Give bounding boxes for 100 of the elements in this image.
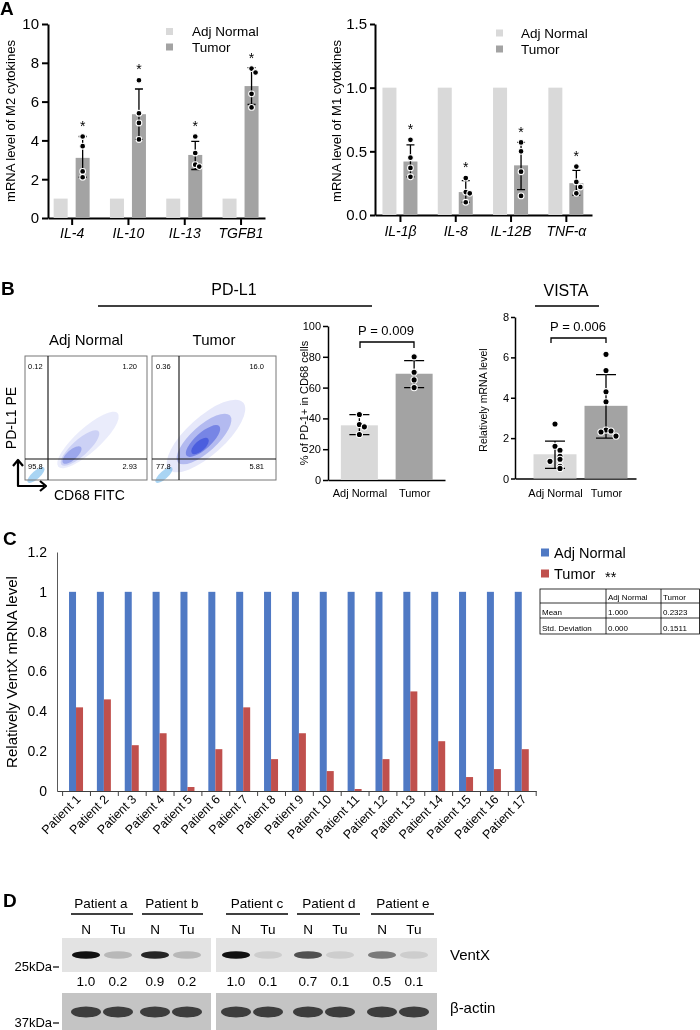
data-label: 1.0 xyxy=(226,974,246,989)
category-label: Tu xyxy=(260,922,276,937)
data-label: 1.0 xyxy=(76,974,96,989)
text: Patient b xyxy=(145,896,199,911)
category-label: N xyxy=(150,922,160,937)
annotation: * xyxy=(79,117,86,134)
y-tick-label: 20 xyxy=(308,443,321,456)
x-tick-label: Tumor xyxy=(590,487,623,499)
y-tick-label: 8 xyxy=(502,311,509,324)
data-label: 0.1 xyxy=(330,974,350,989)
y-tick-label: 0.6 xyxy=(27,663,48,680)
x-tick-label: Tumor xyxy=(398,487,431,499)
annotation: * xyxy=(192,117,199,134)
category-label: N xyxy=(81,922,91,937)
text: D xyxy=(3,890,17,911)
y-tick-label: 0 xyxy=(314,474,321,487)
y-tick-label: 0.4 xyxy=(27,703,48,720)
category-label: VentX xyxy=(450,946,491,963)
text: Patient a xyxy=(74,896,129,911)
data-label: 0.1 xyxy=(404,974,424,989)
y-tick-label: 0.2 xyxy=(27,743,48,760)
y-tick-label: 1 xyxy=(39,583,48,600)
x-tick-label: IL-12B xyxy=(490,223,532,239)
y-tick-label: 0 xyxy=(30,209,39,227)
y-axis-title: Relatively mRNA level xyxy=(477,348,489,452)
y-tick-label: 1.0 xyxy=(346,78,367,96)
data-label: 0.2 xyxy=(177,974,197,989)
category-label: Mean xyxy=(542,607,563,617)
text: 0.2323 xyxy=(663,607,689,617)
text: 0.1511 xyxy=(663,623,688,633)
legend-label: Tumor xyxy=(554,565,596,582)
x-tick-label: Adj Normal xyxy=(528,487,583,499)
y-tick-label: 0.5 xyxy=(346,142,367,160)
text: ** xyxy=(605,569,617,585)
category-label: Tumor xyxy=(192,331,236,348)
y-tick-label: 2 xyxy=(502,432,509,445)
y-axis-title: mRNA level of M2 cytokines xyxy=(3,39,18,202)
text: PD-L1 xyxy=(211,281,257,298)
x-tick-label: IL-4 xyxy=(60,225,85,241)
category-label: Tu xyxy=(179,922,195,937)
x-tick-label: Adj Normal xyxy=(332,487,388,499)
y-axis-title: mRNA level of M1 cytokines xyxy=(329,39,344,202)
y-tick-label: 6 xyxy=(30,92,39,110)
text: 0.000 xyxy=(608,623,629,633)
y-tick-label: 0 xyxy=(39,782,48,799)
x-tick-label: IL-8 xyxy=(443,223,469,239)
text: C xyxy=(3,528,17,549)
category-label: Tu xyxy=(110,922,126,937)
y-tick-label: 1.2 xyxy=(27,543,48,560)
y-tick-label: 10 xyxy=(22,15,39,33)
y-tick-label: 6 xyxy=(502,351,509,364)
text: 1.000 xyxy=(608,607,629,617)
text: Patient e xyxy=(376,896,430,911)
legend-label: Tumor xyxy=(192,39,232,55)
data-label: 0.2 xyxy=(108,974,128,989)
annotation: * xyxy=(518,123,525,140)
category-label: N xyxy=(377,922,387,937)
y-tick-label: 8 xyxy=(30,54,39,72)
annotation: P = 0.009 xyxy=(358,323,414,338)
y-tick-label: 100 xyxy=(302,320,321,333)
annotation: * xyxy=(463,159,470,176)
legend-label: Tumor xyxy=(521,41,561,57)
category-label: Adj Normal xyxy=(48,331,124,348)
y-axis-title: Relatively VentX mRNA level xyxy=(3,576,20,768)
annotation: * xyxy=(136,61,143,78)
category-label: N xyxy=(231,922,241,937)
y-axis-title: % of PD-1+ in CD68 cells xyxy=(298,340,310,466)
annotation: * xyxy=(407,120,414,137)
text: CD68 FITC xyxy=(54,487,125,503)
text: PD-L1 PE xyxy=(3,386,19,450)
data-label: 0.9 xyxy=(145,974,165,989)
data-label: 0.5 xyxy=(372,974,392,989)
y-tick-label: 4 xyxy=(502,391,509,404)
category-label: Tumor xyxy=(663,592,687,602)
y-tick-label: 1.5 xyxy=(346,15,367,33)
text: Patient c xyxy=(230,896,284,911)
y-tick-label: 40 xyxy=(308,412,321,425)
annotation: P = 0.006 xyxy=(550,319,606,334)
y-tick-label: 80 xyxy=(308,350,321,363)
y-tick-label: 2 xyxy=(30,170,39,188)
category-label: β-actin xyxy=(450,999,496,1016)
legend-label: Adj Normal xyxy=(554,544,626,561)
x-tick-label: TNF-α xyxy=(546,223,588,239)
legend-label: Adj Normal xyxy=(192,24,259,40)
chart-title: VISTA xyxy=(543,282,589,299)
category-label: Tu xyxy=(332,922,348,937)
text: A xyxy=(0,0,14,19)
y-tick-label: 4 xyxy=(30,131,39,149)
x-tick-label: IL-13 xyxy=(168,225,201,241)
y-tick-label: 0.0 xyxy=(346,206,367,224)
x-tick-label: IL-1β xyxy=(384,223,417,239)
category-label: 25kDa xyxy=(14,959,52,974)
y-tick-label: 60 xyxy=(308,381,321,394)
category-label: 37kDa xyxy=(14,1015,52,1030)
y-tick-label: 0 xyxy=(502,472,509,485)
data-label: 0.1 xyxy=(258,974,278,989)
category-label: Adj Normal xyxy=(608,592,648,602)
text: B xyxy=(1,278,15,299)
text: Patient d xyxy=(302,896,356,911)
x-tick-label: IL-10 xyxy=(112,225,145,241)
